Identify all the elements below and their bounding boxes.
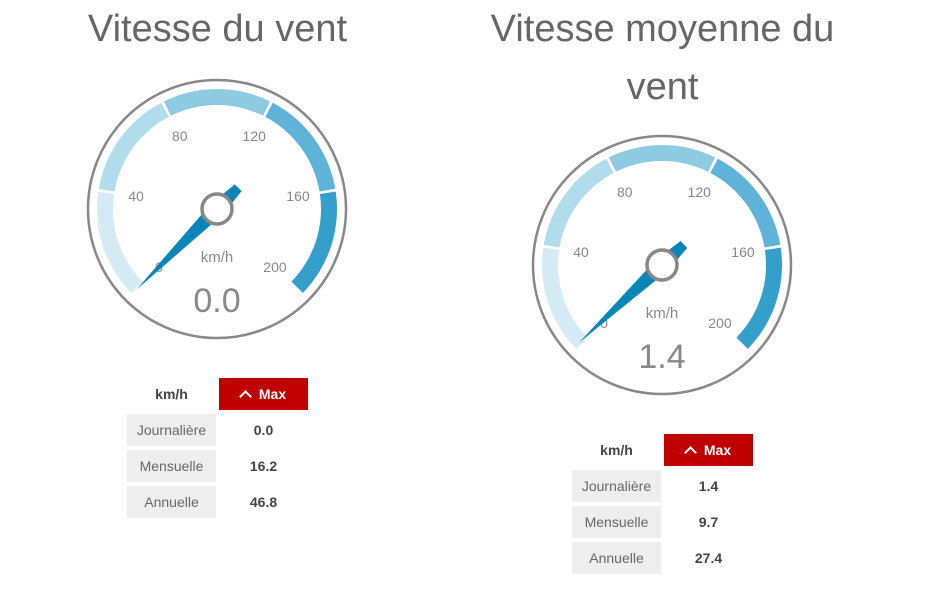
gauge-title: Vitesse moyenne du vent [490,8,835,108]
row-label: Mensuelle [572,506,661,538]
row-value: 1.4 [698,478,719,494]
row-label: Journalière [127,414,216,446]
tick-label: 80 [617,184,633,200]
gauge-band [710,158,781,248]
gauge-band [291,191,337,293]
needle-hub [200,192,234,226]
row-label: Journalière [572,470,661,502]
table-row: Mensuelle 9.7 [572,506,753,538]
row-label: Mensuelle [127,450,216,482]
tick-label: 0 [600,315,608,331]
max-table: km/h Max Journalière 0.0 Mensuelle 16.2 Ann… [127,378,308,522]
row-value: 46.8 [249,494,278,510]
unit-header: km/h [600,442,633,458]
row-label: Annuelle [127,486,216,518]
chevron-up-icon [239,389,252,403]
gauge-band [608,145,716,172]
gauge-band [163,89,271,116]
tick-label: 200 [708,315,732,331]
tick-label: 40 [573,244,589,260]
gauge-band [736,247,782,349]
table-row: Journalière 0.0 [127,414,308,446]
row-value: 0.0 [253,422,274,438]
row-value: 9.7 [698,514,719,530]
gauge-band [543,158,614,248]
max-label: Max [258,386,287,402]
tick-label: 200 [263,259,287,275]
gauge-band [542,247,588,349]
tick-label: 160 [286,188,310,204]
gauge-title: Vitesse du vent [87,8,348,50]
gauge-band [98,102,169,192]
needle-hub [645,248,679,282]
chevron-up-icon [684,445,697,459]
tick-label: 120 [243,128,267,144]
row-value: 27.4 [694,550,723,566]
table-row: Annuelle 27.4 [572,542,753,574]
unit-header: km/h [155,386,188,402]
value-readout: 0.0 [193,282,240,320]
max-sort-button[interactable]: Max [219,378,308,410]
tick-label: 40 [128,188,144,204]
tick-label: 120 [688,184,712,200]
table-row: Mensuelle 16.2 [127,450,308,482]
row-label: Annuelle [572,542,661,574]
table-row: Journalière 1.4 [572,470,753,502]
gauge-band [265,102,336,192]
value-readout: 1.4 [638,338,685,376]
row-value: 16.2 [249,458,278,474]
max-table: km/h Max Journalière 1.4 Mensuelle 9.7 Annu… [572,434,753,578]
tick-label: 160 [731,244,755,260]
max-label: Max [703,442,732,458]
max-sort-button[interactable]: Max [664,434,753,466]
unit-label: km/h [646,305,679,322]
gauge-band [97,191,143,293]
table-row: Annuelle 46.8 [127,486,308,518]
unit-label: km/h [201,249,234,266]
tick-label: 80 [172,128,188,144]
